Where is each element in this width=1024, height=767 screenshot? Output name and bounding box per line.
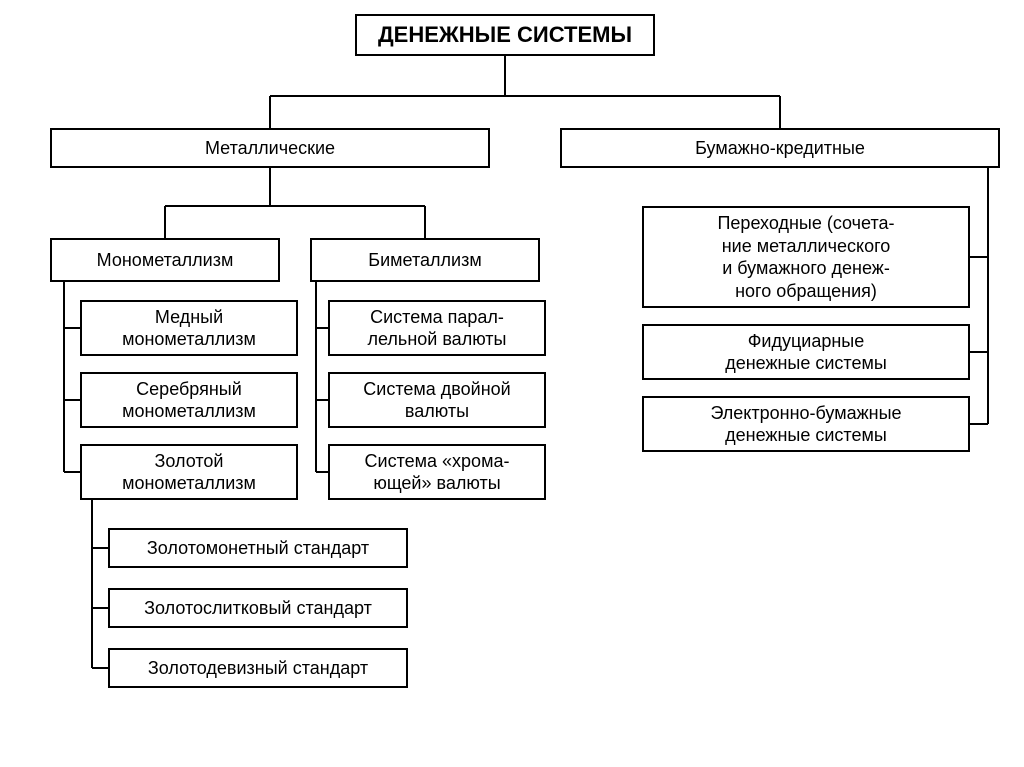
node-gold-exchange: Золотодевизный стандарт: [108, 648, 408, 688]
node-metallic: Металлические: [50, 128, 490, 168]
node-mono-gold: Золотоймонометаллизм: [80, 444, 298, 500]
node-paper-credit: Бумажно-кредитные: [560, 128, 1000, 168]
node-bi-double: Система двойнойвалюты: [328, 372, 546, 428]
node-gold-coin: Золотомонетный стандарт: [108, 528, 408, 568]
node-root: ДЕНЕЖНЫЕ СИСТЕМЫ: [355, 14, 655, 56]
node-mono-silver: Серебряныймонометаллизм: [80, 372, 298, 428]
node-mono: Монометаллизм: [50, 238, 280, 282]
node-bi-limping: Система «хрома-ющей» валюты: [328, 444, 546, 500]
node-gold-bullion: Золотослитковый стандарт: [108, 588, 408, 628]
node-bi-parallel: Система парал-лельной валюты: [328, 300, 546, 356]
node-mono-copper: Медныймонометаллизм: [80, 300, 298, 356]
node-pc-electronic: Электронно-бумажныеденежные системы: [642, 396, 970, 452]
node-pc-fiduciary: Фидуциарныеденежные системы: [642, 324, 970, 380]
node-pc-transitional: Переходные (сочета-ние металлическогои б…: [642, 206, 970, 308]
node-bi: Биметаллизм: [310, 238, 540, 282]
